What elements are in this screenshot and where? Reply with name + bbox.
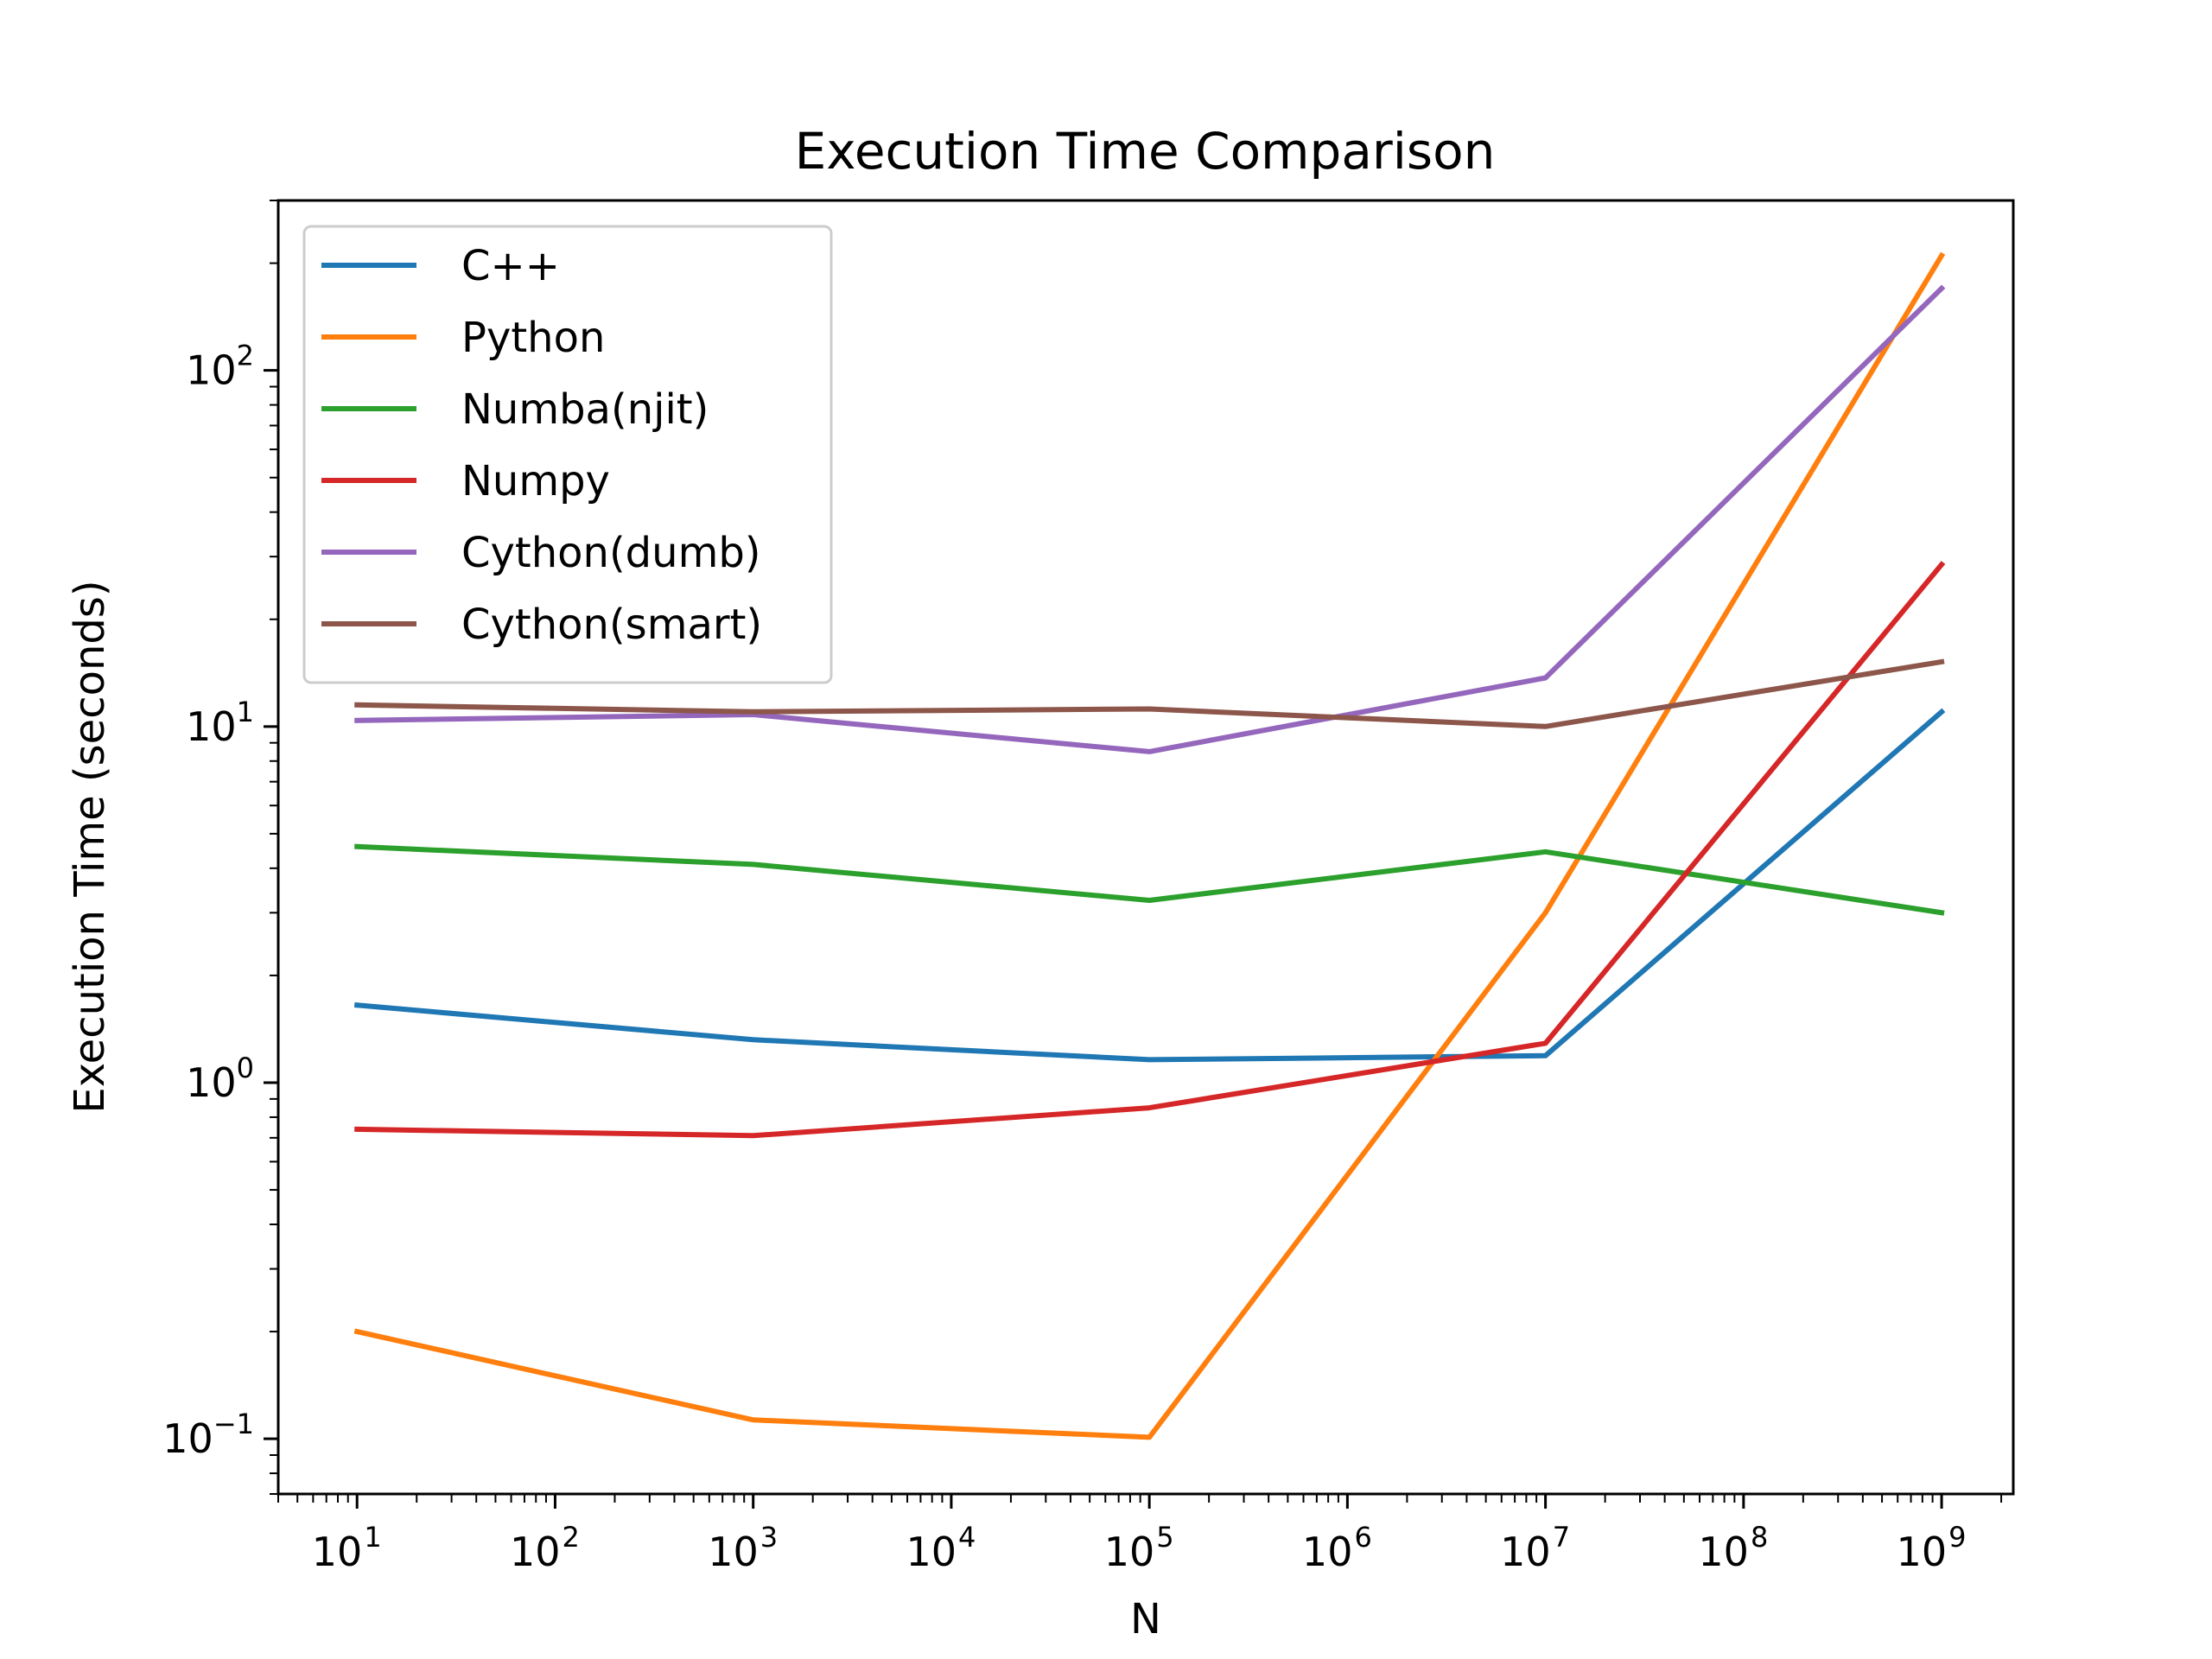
x-axis-label: N [1130, 1595, 1161, 1643]
x-tick-label: 108 [1698, 1521, 1768, 1575]
x-tick-label: 101 [312, 1521, 382, 1575]
x-tick-label: 109 [1897, 1521, 1967, 1575]
y-tick-label: 102 [186, 340, 254, 394]
series-line-1 [353, 251, 1946, 1440]
x-tick-label: 105 [1104, 1521, 1174, 1575]
x-tick-label: 104 [906, 1521, 976, 1575]
legend-label: Numpy [461, 457, 610, 505]
legend-label: Python [461, 314, 605, 362]
series-line-0 [353, 708, 1946, 1063]
series-line-3 [354, 561, 1946, 1139]
chart-title: Execution Time Comparison [795, 122, 1496, 181]
y-tick-label: 100 [186, 1052, 254, 1106]
y-tick-label: 10−1 [162, 1408, 254, 1462]
plot-area [353, 251, 1946, 1440]
x-tick-label: 106 [1302, 1521, 1372, 1575]
y-tick-label: 101 [186, 696, 254, 750]
series-line-2 [354, 843, 1945, 916]
x-tick-label: 102 [510, 1521, 580, 1575]
y-axis: 10−1 100 101 102 [162, 200, 278, 1495]
y-axis-label: Execution Time (seconds) [66, 580, 114, 1113]
x-tick-label: 103 [708, 1521, 778, 1575]
legend: C++ Python Numba(njit) Numpy Cython(dumb) Cyt… [302, 225, 833, 684]
legend-box [302, 225, 833, 684]
legend-label: Numba(njit) [461, 385, 709, 434]
series-line-4 [354, 284, 1946, 754]
legend-label: Cython(smart) [461, 601, 762, 649]
series-line-5 [354, 658, 1945, 729]
legend-label: C++ [461, 242, 560, 290]
legend-label: Cython(dumb) [461, 529, 761, 577]
x-tick-label: 107 [1500, 1521, 1570, 1575]
plot-frame [276, 199, 2015, 1496]
x-axis: 101 102 103 104 105 106 107 108 109 [277, 1494, 2003, 1575]
